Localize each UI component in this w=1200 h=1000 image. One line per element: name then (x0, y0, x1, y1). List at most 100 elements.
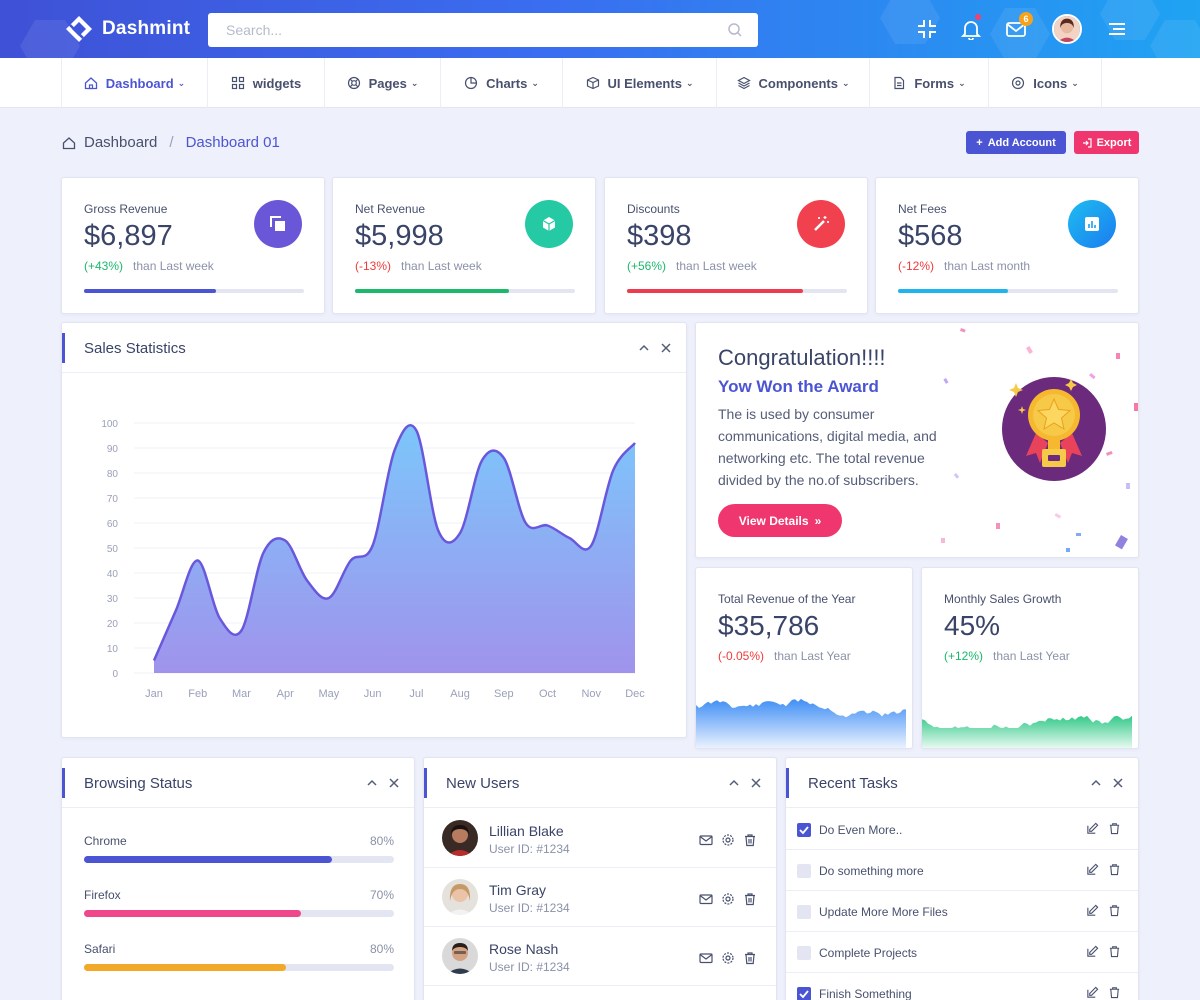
new-users-panel: New Users Lillian Blake User ID: #1234 T… (423, 757, 777, 1000)
task-text: Finish Something (819, 987, 912, 1000)
bell-icon[interactable] (960, 18, 982, 40)
gear-icon[interactable] (721, 892, 735, 906)
trash-icon[interactable] (1108, 822, 1121, 835)
nav-item-forms[interactable]: Forms ⌄ (869, 58, 988, 108)
nav-item-components[interactable]: Components ⌄ (716, 58, 869, 108)
task-row[interactable]: Complete Projects (786, 932, 1138, 973)
x-tick-label: Aug (450, 688, 470, 700)
browser-percent: 80% (369, 834, 394, 848)
x-tick-label: Oct (539, 688, 556, 700)
stat-value: $568 (898, 220, 963, 252)
mail-icon[interactable] (1005, 18, 1027, 40)
app-name: Dashmint (102, 18, 191, 39)
task-row[interactable]: Finish Something (786, 973, 1138, 1000)
edit-icon[interactable] (1086, 904, 1099, 917)
nav-item-ui-elements[interactable]: UI Elements ⌄ (562, 58, 716, 108)
close-icon[interactable] (659, 341, 673, 355)
user-id: User ID: #1234 (489, 842, 570, 856)
mail-icon[interactable] (699, 892, 713, 906)
y-tick-label: 80 (107, 469, 119, 480)
breadcrumb-home[interactable]: Dashboard (84, 134, 158, 151)
trash-icon[interactable] (1108, 945, 1121, 958)
menu-icon[interactable] (1106, 18, 1128, 40)
monthly-growth-card: Monthly Sales Growth 45% (+12%) than Last… (921, 567, 1139, 749)
gear-icon[interactable] (721, 951, 735, 965)
task-checkbox[interactable] (797, 987, 811, 1000)
home-icon (84, 77, 97, 90)
edit-icon[interactable] (1086, 945, 1099, 958)
task-row[interactable]: Do something more (786, 850, 1138, 891)
panel-title: Recent Tasks (808, 775, 898, 792)
task-checkbox[interactable] (797, 905, 811, 919)
chevron-up-icon[interactable] (637, 341, 651, 355)
edit-icon[interactable] (1086, 822, 1099, 835)
nav-item-widgets[interactable]: widgets (207, 58, 324, 108)
add-account-button[interactable]: + Add Account (966, 131, 1066, 154)
task-checkbox[interactable] (797, 864, 811, 878)
notification-dot (975, 14, 981, 20)
home-icon[interactable] (62, 136, 76, 150)
search-icon[interactable] (727, 22, 743, 38)
task-checkbox[interactable] (797, 823, 811, 837)
nav-item-dashboard[interactable]: Dashboard ⌄ (61, 58, 207, 108)
user-avatar[interactable] (1052, 14, 1082, 44)
close-icon[interactable] (387, 776, 401, 790)
card-compare: than Last Year (774, 649, 851, 663)
trash-icon[interactable] (743, 833, 757, 847)
card-change: (+12%) (944, 649, 984, 663)
edit-icon[interactable] (1086, 863, 1099, 876)
mail-icon[interactable] (699, 951, 713, 965)
close-icon[interactable] (1111, 776, 1125, 790)
trash-icon[interactable] (743, 892, 757, 906)
x-tick-label: Nov (581, 688, 601, 700)
nav-item-charts[interactable]: Charts ⌄ (440, 58, 562, 108)
close-icon[interactable] (749, 776, 763, 790)
stat-card-net-revenue: Net Revenue $5,998 (-13%) than Last week (332, 177, 596, 314)
x-tick-label: Feb (188, 688, 207, 700)
mail-icon[interactable] (699, 833, 713, 847)
y-tick-label: 20 (107, 619, 119, 630)
nav-item-pages[interactable]: Pages ⌄ (324, 58, 440, 108)
user-row[interactable]: Tim Gray User ID: #1234 (424, 868, 776, 927)
confetti-decoration (941, 328, 1138, 552)
edit-icon[interactable] (1086, 986, 1099, 999)
nav-label: Components (758, 75, 838, 91)
award-subtitle: Yow Won the Award (718, 377, 879, 396)
trash-icon[interactable] (1108, 904, 1121, 917)
user-avatar (442, 938, 478, 974)
area-line (152, 424, 636, 662)
chevron-up-icon[interactable] (365, 776, 379, 790)
stat-change: (-12%) (898, 259, 935, 273)
trash-icon[interactable] (743, 951, 757, 965)
chevron-down-icon: ⌄ (531, 77, 539, 88)
chevron-up-icon[interactable] (727, 776, 741, 790)
chevron-down-icon: ⌄ (958, 77, 966, 88)
chevron-down-icon: ⌄ (410, 77, 419, 88)
browser-progress (84, 856, 394, 863)
stat-value: $398 (627, 220, 692, 252)
task-row[interactable]: Update More More Files (786, 891, 1138, 932)
search-input[interactable] (208, 13, 758, 47)
view-details-label: View Details (738, 513, 809, 528)
user-name: Lillian Blake (489, 823, 564, 839)
gear-icon[interactable] (721, 833, 735, 847)
stat-change: (-13%) (355, 259, 392, 273)
trash-icon[interactable] (1108, 863, 1121, 876)
task-row[interactable]: Do Even More.. (786, 809, 1138, 850)
user-id: User ID: #1234 (489, 960, 570, 974)
chevron-down-icon: ⌄ (177, 77, 186, 88)
stat-progress (627, 289, 847, 293)
export-button[interactable]: Export (1074, 131, 1139, 154)
view-details-button[interactable]: View Details » (718, 504, 842, 537)
compress-icon[interactable] (916, 18, 938, 40)
user-row[interactable]: Rose Nash User ID: #1234 (424, 927, 776, 986)
user-row[interactable]: Lillian Blake User ID: #1234 (424, 809, 776, 868)
brand[interactable]: Dashmint (64, 14, 190, 44)
nav-item-icons[interactable]: Icons ⌄ (988, 58, 1102, 108)
hex-decoration (1150, 20, 1200, 58)
task-checkbox[interactable] (797, 946, 811, 960)
stat-label: Discounts (627, 202, 680, 216)
chevron-up-icon[interactable] (1089, 776, 1103, 790)
trash-icon[interactable] (1108, 986, 1121, 999)
browser-name: Safari (84, 942, 116, 956)
